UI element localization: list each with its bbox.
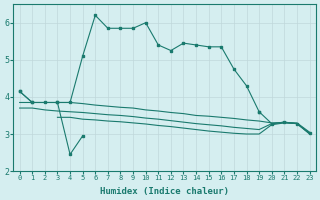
X-axis label: Humidex (Indice chaleur): Humidex (Indice chaleur): [100, 187, 229, 196]
